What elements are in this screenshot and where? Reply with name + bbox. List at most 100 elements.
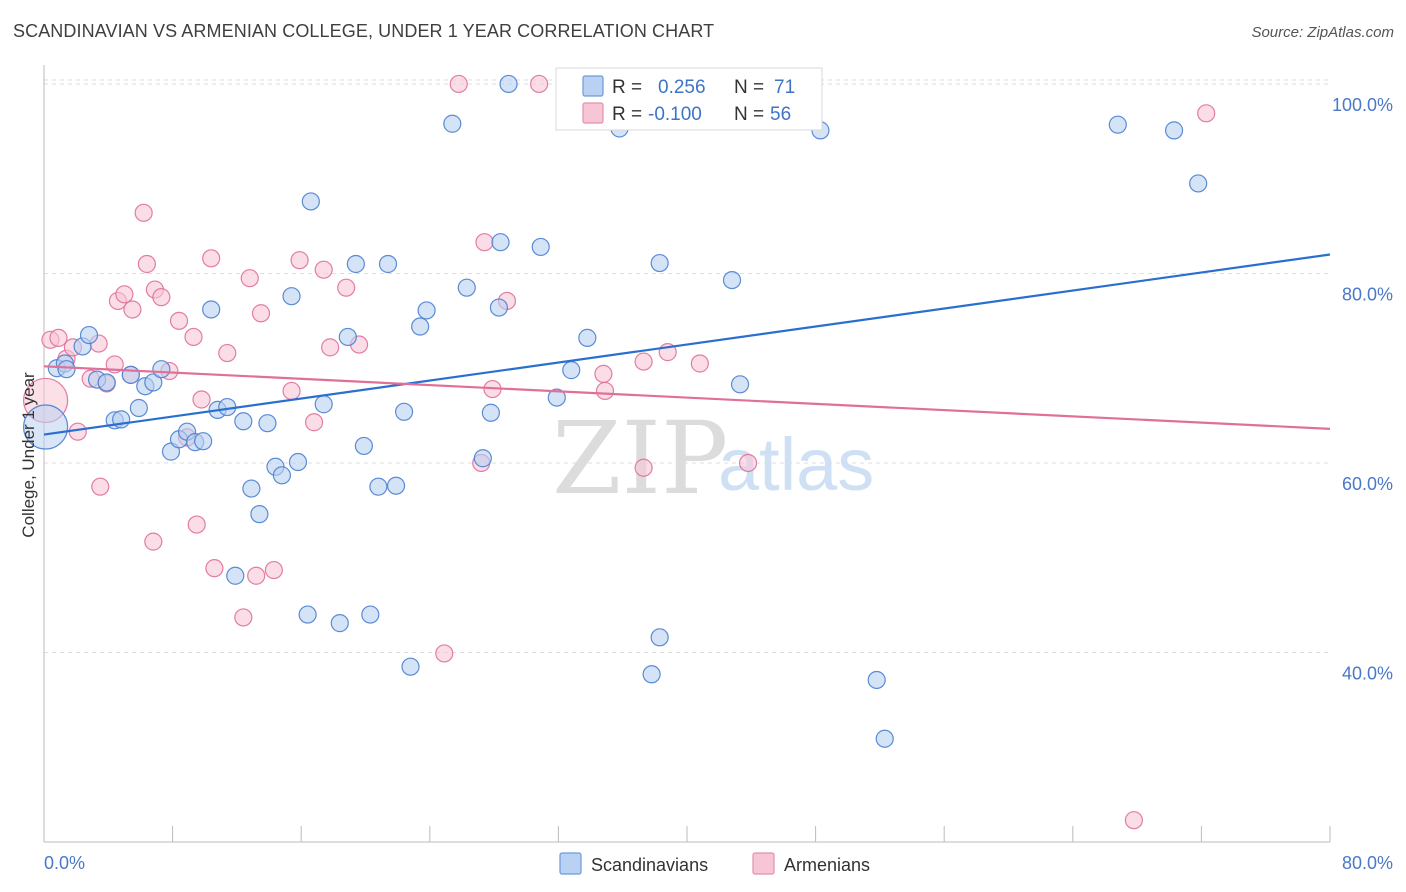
scandinavians-point — [1108, 115, 1127, 134]
scandinavians-point — [288, 452, 308, 472]
series-legend-label-scandinavians: Scandinavians — [591, 855, 708, 875]
chart-title: SCANDINAVIAN VS ARMENIAN COLLEGE, UNDER … — [13, 21, 715, 41]
armenians-point — [251, 304, 271, 323]
scandinavians-point — [346, 254, 365, 274]
y-axis-title: College, Under 1 year — [19, 372, 38, 538]
armenians-point — [314, 260, 333, 279]
armenians-point — [435, 644, 454, 663]
series-legend-swatch-scandinavians — [559, 852, 582, 875]
scandinavians-point — [298, 605, 317, 624]
scandinavians-point — [354, 436, 373, 456]
armenians-point — [690, 354, 709, 373]
armenians-point — [1197, 104, 1216, 123]
armenians-point — [205, 559, 224, 578]
armenians-point — [282, 381, 301, 401]
scandinavians-point — [369, 477, 388, 496]
scandinavians-point — [242, 479, 261, 498]
scandinavians-point — [202, 300, 221, 319]
y-tick-label: 100.0% — [1332, 95, 1393, 115]
armenians-point — [218, 343, 237, 363]
armenians-point — [187, 515, 206, 534]
scandinavians-point — [722, 270, 742, 290]
scandinavians-trend-line — [43, 253, 1331, 436]
scandinavians-point — [457, 278, 476, 297]
armenians-point — [337, 278, 356, 297]
armenians-point — [738, 453, 758, 473]
scandinavians-point — [272, 466, 292, 485]
armenians-point — [240, 269, 259, 288]
scandinavians-point — [875, 729, 894, 748]
y-tick-label: 40.0% — [1342, 663, 1393, 683]
armenians-point — [91, 477, 110, 496]
watermark: ZIP atlas — [552, 400, 874, 517]
x-tick-label-min: 0.0% — [44, 853, 85, 873]
armenians-point — [184, 327, 203, 347]
legend-r-value-2: -0.100 — [648, 104, 702, 125]
armenians-point — [137, 254, 156, 274]
scandinavians-point — [499, 74, 518, 94]
scandinavians-point — [144, 373, 163, 392]
series-legend: Scandinavians Armenians — [559, 852, 870, 875]
x-tick-label-max: 80.0% — [1342, 853, 1393, 873]
y-tick-label: 80.0% — [1342, 284, 1393, 304]
scandinavians-point — [226, 566, 245, 585]
scandinavians-point — [531, 237, 550, 257]
scandinavians-point — [121, 365, 140, 384]
scandinavians-point — [578, 328, 597, 347]
tick-labels: 40.0% 60.0% 80.0% 100.0% 0.0% 80.0% — [44, 95, 1393, 873]
armenians-point — [475, 233, 494, 252]
armenians-point — [115, 285, 134, 304]
scandinavians-point — [97, 373, 116, 392]
scandinavians-point — [338, 327, 357, 347]
armenians-point — [234, 608, 253, 627]
armenians-point — [595, 381, 615, 401]
armenians-point — [123, 300, 142, 319]
scandinavians-point — [417, 301, 436, 320]
scandinavians-point — [314, 395, 333, 414]
watermark-zip: ZIP — [552, 400, 728, 517]
armenians-point — [264, 560, 283, 580]
scandinavians-point — [547, 388, 566, 407]
armenians-point — [169, 311, 189, 330]
scandinavians-point — [730, 375, 750, 394]
armenians-point — [321, 338, 340, 357]
scandinavians-point — [411, 317, 430, 336]
series-legend-label-armenians: Armenians — [784, 855, 870, 875]
legend-n-value-2: 56 — [770, 104, 791, 125]
armenians-point — [134, 203, 153, 222]
scandinavians-point — [152, 360, 171, 379]
scandinavians-point — [401, 657, 420, 676]
armenians-point — [247, 566, 266, 585]
armenians-point — [634, 458, 653, 477]
legend-n-value-1: 71 — [774, 77, 795, 98]
scandinavians-point — [650, 628, 669, 647]
legend-swatch-scandinavians — [582, 75, 604, 97]
scandinavians-point — [23, 404, 69, 450]
scandinavians-point — [378, 254, 398, 274]
chart-source: Source: ZipAtlas.com — [1251, 24, 1394, 41]
armenians-point — [290, 251, 309, 270]
armenians-trend-line — [43, 365, 1331, 430]
legend-n-label-1: N = — [734, 77, 764, 98]
scandinavians-point — [194, 432, 213, 451]
armenians-point — [530, 74, 549, 94]
scandinavians-point — [129, 398, 148, 418]
scandinavians-point — [489, 298, 509, 317]
axes — [43, 65, 1331, 843]
scandinavians-point — [1164, 121, 1184, 140]
legend-swatch-armenians — [582, 102, 604, 124]
scandinavians-point — [258, 414, 277, 433]
stats-legend: R = 0.256 N = 71 R = -0.100 N = 56 — [555, 67, 823, 131]
armenians-point — [634, 352, 653, 371]
y-tick-label: 60.0% — [1342, 474, 1393, 494]
legend-n-label-2: N = — [734, 104, 764, 125]
scandinavians-point — [867, 670, 886, 690]
armenians-point — [304, 413, 324, 432]
trend-lines — [43, 253, 1331, 436]
scandinavians-point — [234, 412, 253, 431]
scandinavians-point — [481, 403, 500, 422]
scandinavians-point — [491, 233, 510, 252]
scandinavians-point — [650, 253, 669, 273]
grid-lines — [44, 79, 1330, 653]
